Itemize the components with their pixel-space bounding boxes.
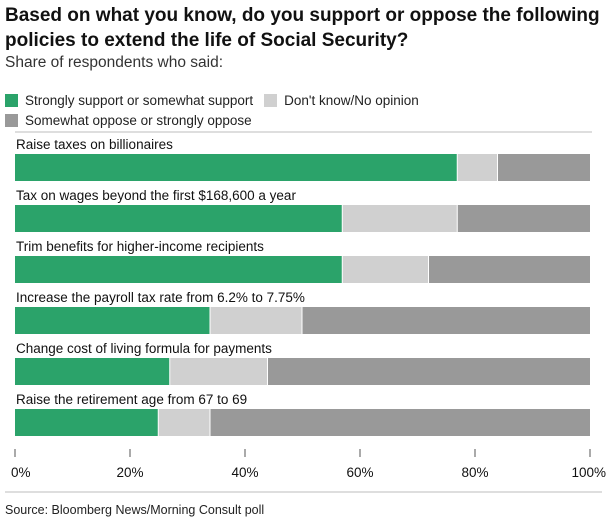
bar-dont-know-4 — [210, 307, 302, 334]
category-label: Change cost of living formula for paymen… — [16, 341, 272, 356]
legend-label-dont-know: Don't know/No opinion — [284, 92, 419, 108]
legend-item-support: Strongly support or somewhat support — [5, 93, 253, 108]
bar-oppose-2 — [457, 205, 590, 232]
x-tick-label: 100% — [571, 465, 606, 480]
category-label: Tax on wages beyond the first $168,600 a… — [16, 188, 296, 203]
source-note: Source: Bloomberg News/Morning Consult p… — [5, 503, 265, 517]
bar-oppose-4 — [302, 307, 590, 334]
x-tick-label: 40% — [231, 465, 258, 480]
category-label: Raise taxes on billionaires — [16, 137, 173, 152]
bar-support-2 — [15, 205, 342, 232]
bar-support-5 — [15, 358, 170, 385]
x-tick-label: 80% — [461, 465, 488, 480]
x-tick-label: 20% — [116, 465, 143, 480]
x-tick-label: 60% — [346, 465, 373, 480]
category-label: Increase the payroll tax rate from 6.2% … — [16, 290, 305, 305]
bar-dont-know-5 — [170, 358, 267, 385]
bar-dont-know-2 — [342, 205, 457, 232]
bar-support-4 — [15, 307, 210, 334]
bar-oppose-6 — [210, 409, 590, 436]
legend-label-oppose: Somewhat oppose or strongly oppose — [25, 112, 252, 128]
category-label: Trim benefits for higher-income recipien… — [16, 239, 264, 254]
bar-support-3 — [15, 256, 342, 283]
legend-label-support: Strongly support or somewhat support — [25, 92, 254, 108]
legend-item-dont-know: Don't know/No opinion — [264, 93, 419, 108]
bar-support-6 — [15, 409, 158, 436]
legend-swatch-dont-know — [264, 93, 278, 107]
x-tick-label: 0% — [11, 465, 31, 480]
category-label: Raise the retirement age from 67 to 69 — [16, 392, 247, 407]
chart-title: Based on what you know, do you support o… — [5, 5, 600, 51]
legend-swatch-oppose — [5, 113, 18, 127]
bar-dont-know-6 — [158, 409, 210, 436]
legend: Strongly support or somewhat support Don… — [5, 90, 605, 130]
bar-dont-know-3 — [342, 256, 428, 283]
bar-oppose-1 — [498, 154, 590, 181]
legend-swatch-support — [5, 93, 18, 107]
legend-item-oppose: Somewhat oppose or strongly oppose — [5, 113, 252, 128]
bar-oppose-5 — [268, 358, 590, 385]
chart-subtitle: Share of respondents who said: — [5, 54, 223, 71]
bar-oppose-3 — [429, 256, 590, 283]
bar-support-1 — [15, 154, 457, 181]
bar-dont-know-1 — [457, 154, 497, 181]
